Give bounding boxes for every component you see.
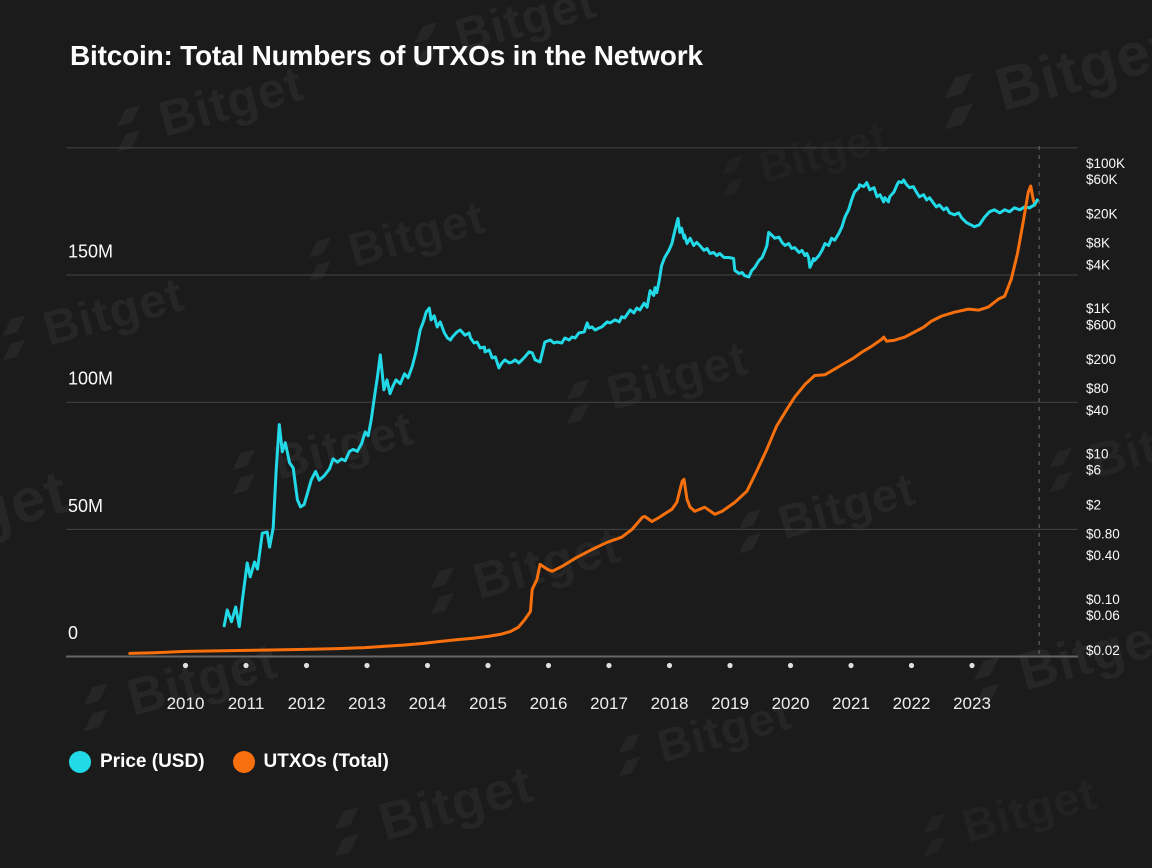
x-tick-dot — [424, 662, 431, 669]
right-axis-label: $0.06 — [1086, 608, 1120, 623]
right-axis-label: $0.10 — [1086, 592, 1120, 607]
x-tick-label: 2017 — [590, 694, 628, 713]
bitget-watermark: Bitget — [0, 265, 190, 370]
x-tick-dot — [545, 662, 552, 669]
x-tick-dot — [606, 662, 612, 669]
legend-label-price: Price (USD) — [100, 751, 205, 772]
chart-legend: Price (USD) UTXOs (Total) — [69, 751, 389, 773]
bitget-watermark: Bitget — [216, 399, 420, 504]
bitget-watermark: Bitget — [1033, 397, 1152, 502]
right-axis-label: $1K — [1086, 301, 1110, 316]
legend-item-utxos: UTXOs (Total) — [232, 751, 389, 773]
bitget-watermark: Bitget — [956, 602, 1152, 717]
x-tick-label: 2023 — [953, 694, 991, 713]
x-tick-label: 2021 — [832, 694, 870, 713]
bitget-logo-icon — [68, 680, 123, 735]
x-tick-label: 2019 — [711, 694, 749, 713]
right-axis-label: $8K — [1086, 236, 1110, 251]
chart-plot: 150M 100M 50M 0 $100K$60K $20K $8K $4K $1K$600 $2… — [66, 146, 1125, 713]
bitget-watermark: Bitget — [550, 329, 754, 434]
bitget-logo-icon — [926, 69, 991, 134]
left-axis-label: 0 — [68, 623, 78, 643]
bitget-logo-icon — [218, 446, 269, 497]
x-tick-label: 2022 — [893, 694, 931, 713]
x-tick-dot — [243, 662, 249, 669]
right-axis-label: $600 — [1086, 317, 1116, 332]
bitget-logo-icon — [0, 312, 40, 363]
bitget-logo-icon — [415, 564, 469, 618]
x-tick-dot — [666, 662, 673, 669]
bitget-logo-icon — [400, 19, 451, 70]
utxo-line — [128, 184, 1037, 655]
bitget-watermark: Bitget — [723, 461, 921, 563]
x-tick-dot — [969, 662, 975, 669]
chart-title: Bitcoin: Total Numbers of UTXOs in the N… — [70, 40, 703, 71]
x-tick-label: 2014 — [409, 694, 447, 713]
bitget-watermark: Bitget — [293, 189, 491, 291]
legend-label-utxos: UTXOs (Total) — [263, 751, 389, 772]
bitget-logo-icon — [102, 102, 155, 155]
bitget-watermark: Bitget — [398, 0, 602, 78]
bitget-logo-icon — [552, 376, 603, 427]
right-axis-label: $20K — [1086, 207, 1118, 222]
bitget-logo-icon — [295, 234, 345, 284]
x-tick-dot — [727, 662, 733, 669]
x-tick-label: 2011 — [228, 694, 265, 713]
x-tick-dot — [182, 662, 189, 669]
legend-swatch-price-icon — [69, 751, 91, 773]
x-tick-label: 2013 — [348, 694, 386, 713]
x-tick-label: 2010 — [167, 694, 205, 713]
x-tick-dot — [485, 662, 491, 669]
x-tick-label: 2012 — [288, 694, 326, 713]
right-axis-label: $10 — [1086, 447, 1109, 462]
bitget-logo-icon — [605, 730, 654, 779]
x-tick-dot — [848, 662, 854, 669]
right-axis-label: $2 — [1086, 497, 1101, 512]
x-tick-label: 2016 — [530, 694, 568, 713]
bitget-watermark: Bitget — [66, 630, 283, 742]
x-tick-dot — [303, 662, 310, 669]
legend-swatch-utxos-icon — [232, 751, 255, 773]
legend-item-price: Price (USD) — [69, 751, 205, 773]
bitget-logo-icon — [1035, 444, 1086, 495]
right-axis-label: $6 — [1086, 463, 1101, 478]
price-line-tail — [1028, 198, 1039, 210]
x-tick-dot — [908, 662, 915, 669]
bitget-logo-icon — [959, 654, 1015, 710]
right-axis-label: $0.02 — [1086, 643, 1120, 658]
bitget-watermark: Bitget — [603, 686, 797, 786]
price-line — [222, 178, 1039, 629]
bitget-watermark: Bitget — [924, 10, 1152, 143]
right-axis-label: $60K — [1086, 172, 1118, 187]
x-tick-dot — [364, 662, 370, 669]
bitget-watermark: Bitget — [100, 54, 309, 162]
right-axis-label: $200 — [1086, 352, 1116, 367]
right-axis-label: $80 — [1086, 381, 1109, 396]
bitget-watermark: Bitget — [413, 515, 626, 625]
x-tick-label: 2020 — [772, 694, 810, 713]
right-axis-label: $0.40 — [1086, 548, 1120, 563]
left-axis-label: 150M — [68, 242, 113, 262]
x-tick-label: 2015 — [469, 694, 507, 713]
right-axis-label: $40 — [1086, 403, 1109, 418]
bitget-logo-icon — [725, 506, 775, 556]
left-axis-label: 100M — [68, 369, 113, 389]
left-axis-label: 50M — [68, 496, 103, 516]
x-tick-label: 2018 — [651, 694, 689, 713]
right-axis-label: $100K — [1086, 156, 1125, 171]
right-axis-label: $4K — [1086, 257, 1110, 272]
right-axis-label: $0.80 — [1086, 526, 1120, 541]
x-tick-dot — [787, 662, 794, 669]
